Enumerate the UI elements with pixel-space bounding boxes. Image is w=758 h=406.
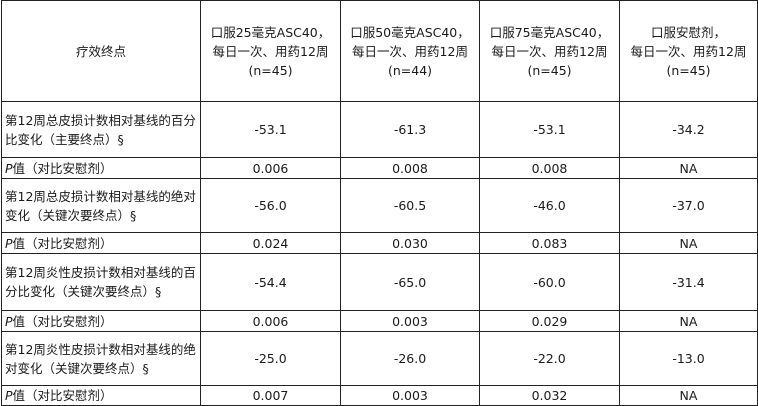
p-letter: P (5, 160, 13, 176)
p-letter: P (5, 313, 13, 329)
p-value-label: P值（对比安慰剂） (1, 232, 201, 254)
p-value-label: P值（对比安慰剂） (1, 157, 201, 179)
p-value-cell: 0.006 (200, 157, 341, 179)
p-value-cell: 0.003 (340, 385, 480, 406)
header-group-line: 口服25毫克ASC40， (210, 24, 331, 40)
header-group-line: 口服50毫克ASC40， (350, 24, 470, 40)
p-value-cell: 0.006 (200, 310, 341, 332)
table-row: 第12周总皮损计数相对基线的绝对变化（关键次要终点）§ -56.0 -60.5 … (1, 178, 758, 233)
endpoint-label: 第12周炎性皮损计数相对基线的百分比变化（关键次要终点）§ (1, 253, 201, 311)
endpoint-label: 第12周总皮损计数相对基线的百分比变化（主要终点）§ (1, 101, 201, 158)
header-row: 疗效终点 口服25毫克ASC40， 每日一次、用药12周 (n=45) 口服50… (1, 0, 758, 102)
endpoint-label: 第12周炎性皮损计数相对基线的绝对变化（关键次要终点）§ (1, 331, 201, 386)
p-value-cell: 0.032 (479, 385, 620, 406)
table-row: 第12周炎性皮损计数相对基线的绝对变化（关键次要终点）§ -25.0 -26.0… (1, 331, 758, 386)
table-row: 第12周总皮损计数相对基线的百分比变化（主要终点）§ -53.1 -61.3 -… (1, 101, 758, 158)
header-group-line: (n=45) (527, 62, 572, 78)
value-cell: -37.0 (619, 178, 758, 233)
p-value-cell: NA (619, 157, 758, 179)
header-group-line: 每日一次、用药12周 (212, 43, 329, 59)
p-value-row: P值（对比安慰剂） 0.006 0.003 0.029 NA (1, 310, 758, 332)
p-value-cell: 0.029 (479, 310, 620, 332)
value-cell: -56.0 (200, 178, 341, 233)
value-cell: -34.2 (619, 101, 758, 158)
p-value-cell: 0.030 (340, 232, 480, 254)
header-group-line: 口服75毫克ASC40， (489, 24, 610, 40)
value-cell: -53.1 (479, 101, 620, 158)
header-group-line: (n=44) (387, 62, 433, 78)
header-group-75mg: 口服75毫克ASC40， 每日一次、用药12周 (n=45) (479, 0, 620, 102)
value-cell: -65.0 (340, 253, 480, 311)
p-value-label: P值（对比安慰剂） (1, 385, 201, 406)
p-value-label: P值（对比安慰剂） (1, 310, 201, 332)
p-value-cell: NA (619, 232, 758, 254)
header-group-50mg: 口服50毫克ASC40， 每日一次、用药12周 (n=44) (340, 0, 480, 102)
header-group-line: 每日一次、用药12周 (491, 43, 608, 59)
p-label-rest: 值（对比安慰剂） (12, 235, 113, 251)
p-value-cell: 0.007 (200, 385, 341, 406)
header-group-line: 每日一次、用药12周 (630, 43, 747, 59)
header-group-line: 每日一次、用药12周 (352, 43, 468, 59)
value-cell: -26.0 (340, 331, 480, 386)
header-group-line: (n=45) (666, 62, 711, 78)
endpoint-label: 第12周总皮损计数相对基线的绝对变化（关键次要终点）§ (1, 178, 201, 233)
p-value-cell: NA (619, 385, 758, 406)
p-value-row: P值（对比安慰剂） 0.006 0.008 0.008 NA (1, 157, 758, 179)
header-group-line: (n=45) (248, 62, 293, 78)
p-value-cell: 0.008 (340, 157, 480, 179)
value-cell: -54.4 (200, 253, 341, 311)
p-value-row: P值（对比安慰剂） 0.024 0.030 0.083 NA (1, 232, 758, 254)
p-label-rest: 值（对比安慰剂） (12, 388, 113, 403)
p-value-cell: 0.008 (479, 157, 620, 179)
value-cell: -22.0 (479, 331, 620, 386)
p-value-cell: 0.003 (340, 310, 480, 332)
header-group-line: 口服安慰剂， (650, 24, 726, 40)
header-endpoint: 疗效终点 (1, 0, 201, 102)
value-cell: -60.0 (479, 253, 620, 311)
value-cell: -13.0 (619, 331, 758, 386)
p-value-row: P值（对比安慰剂） 0.007 0.003 0.032 NA (1, 385, 758, 406)
p-letter: P (5, 388, 13, 403)
p-label-rest: 值（对比安慰剂） (12, 313, 113, 329)
p-letter: P (5, 235, 13, 251)
header-group-25mg: 口服25毫克ASC40， 每日一次、用药12周 (n=45) (200, 0, 341, 102)
value-cell: -60.5 (340, 178, 480, 233)
value-cell: -46.0 (479, 178, 620, 233)
value-cell: -31.4 (619, 253, 758, 311)
table-row: 第12周炎性皮损计数相对基线的百分比变化（关键次要终点）§ -54.4 -65.… (1, 253, 758, 311)
value-cell: -61.3 (340, 101, 480, 158)
p-value-cell: NA (619, 310, 758, 332)
p-label-rest: 值（对比安慰剂） (12, 160, 113, 176)
value-cell: -25.0 (200, 331, 341, 386)
header-group-placebo: 口服安慰剂， 每日一次、用药12周 (n=45) (619, 0, 758, 102)
p-value-cell: 0.083 (479, 232, 620, 254)
value-cell: -53.1 (200, 101, 341, 158)
p-value-cell: 0.024 (200, 232, 341, 254)
